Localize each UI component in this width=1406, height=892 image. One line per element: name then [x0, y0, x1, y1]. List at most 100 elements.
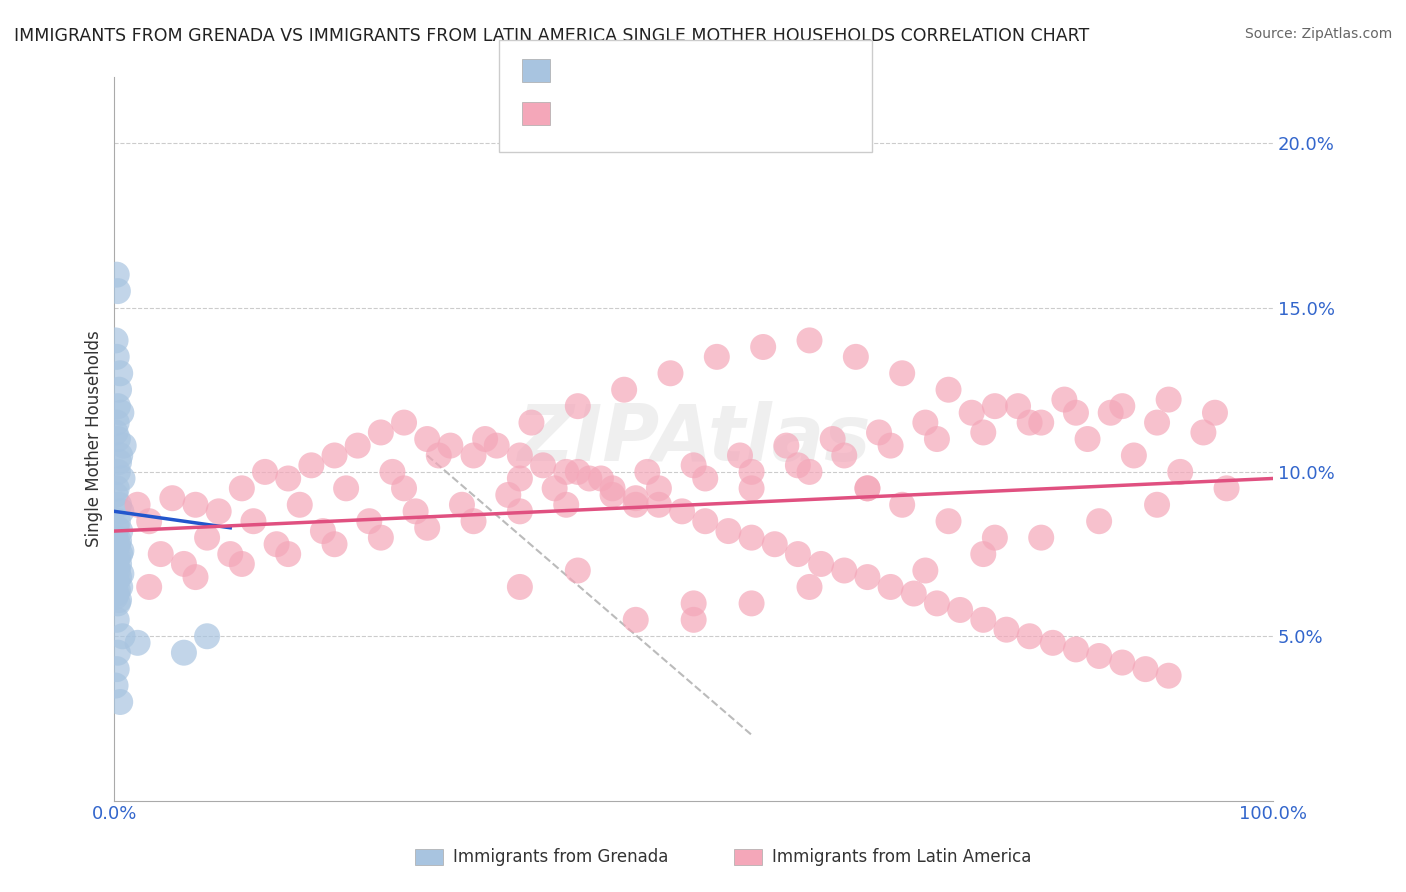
Point — [1088, 514, 1111, 528]
Point — [972, 425, 994, 440]
Point — [741, 481, 763, 495]
Point — [856, 481, 879, 495]
Point — [107, 432, 129, 446]
Point — [903, 586, 925, 600]
Point — [138, 514, 160, 528]
Point — [555, 498, 578, 512]
Point — [108, 366, 131, 380]
Point — [104, 554, 127, 568]
Point — [695, 514, 717, 528]
Point — [741, 531, 763, 545]
Point — [108, 557, 131, 571]
Point — [370, 531, 392, 545]
Point — [1215, 481, 1237, 495]
Point — [984, 531, 1007, 545]
Point — [995, 623, 1018, 637]
Point — [509, 504, 531, 518]
Text: N =: N = — [657, 96, 696, 114]
Point — [624, 498, 647, 512]
Point — [359, 514, 381, 528]
Point — [439, 439, 461, 453]
Point — [775, 439, 797, 453]
Point — [509, 580, 531, 594]
Point — [1018, 416, 1040, 430]
Point — [624, 613, 647, 627]
Point — [868, 425, 890, 440]
Point — [1146, 416, 1168, 430]
Point — [299, 458, 322, 473]
Point — [509, 471, 531, 485]
Point — [741, 596, 763, 610]
Text: R =: R = — [560, 53, 599, 70]
Point — [288, 498, 311, 512]
Text: Source: ZipAtlas.com: Source: ZipAtlas.com — [1244, 27, 1392, 41]
Point — [567, 564, 589, 578]
Point — [671, 504, 693, 518]
Point — [845, 350, 868, 364]
Point — [184, 570, 207, 584]
Point — [531, 458, 554, 473]
Point — [107, 399, 129, 413]
Point — [741, 465, 763, 479]
Point — [799, 465, 821, 479]
Point — [1042, 636, 1064, 650]
Text: 53: 53 — [693, 53, 718, 70]
Point — [1053, 392, 1076, 407]
Point — [799, 580, 821, 594]
Point — [728, 449, 751, 463]
Point — [578, 471, 600, 485]
Point — [312, 524, 335, 538]
Point — [381, 465, 404, 479]
Point — [832, 564, 855, 578]
Point — [111, 471, 134, 485]
Point — [1007, 399, 1029, 413]
Point — [219, 547, 242, 561]
Point — [104, 531, 127, 545]
Point — [891, 366, 914, 380]
Point — [108, 533, 131, 548]
Point — [972, 613, 994, 627]
Point — [195, 531, 218, 545]
Point — [416, 432, 439, 446]
Text: 143: 143 — [693, 96, 731, 114]
Point — [567, 465, 589, 479]
Point — [104, 334, 127, 348]
Point — [972, 547, 994, 561]
Point — [110, 406, 132, 420]
Point — [277, 547, 299, 561]
Point — [925, 596, 948, 610]
Point — [173, 557, 195, 571]
Point — [543, 481, 565, 495]
Point — [1111, 656, 1133, 670]
Point — [112, 439, 135, 453]
Point — [253, 465, 276, 479]
Point — [105, 662, 128, 676]
Point — [107, 514, 129, 528]
Point — [105, 481, 128, 495]
Text: -0.052: -0.052 — [595, 53, 659, 70]
Point — [110, 504, 132, 518]
Point — [463, 449, 485, 463]
Point — [1031, 531, 1053, 545]
Point — [107, 537, 129, 551]
Point — [567, 399, 589, 413]
Point — [960, 406, 983, 420]
Point — [405, 504, 427, 518]
Point — [624, 491, 647, 506]
Point — [555, 465, 578, 479]
Point — [659, 366, 682, 380]
Point — [108, 570, 131, 584]
Point — [108, 580, 131, 594]
Point — [108, 593, 131, 607]
Point — [346, 439, 368, 453]
Point — [105, 416, 128, 430]
Point — [1064, 642, 1087, 657]
Text: N =: N = — [657, 53, 696, 70]
Point — [1146, 498, 1168, 512]
Point — [984, 399, 1007, 413]
Point — [682, 596, 704, 610]
Text: Immigrants from Grenada: Immigrants from Grenada — [453, 848, 668, 866]
Point — [335, 481, 357, 495]
Point — [613, 383, 636, 397]
Point — [105, 586, 128, 600]
